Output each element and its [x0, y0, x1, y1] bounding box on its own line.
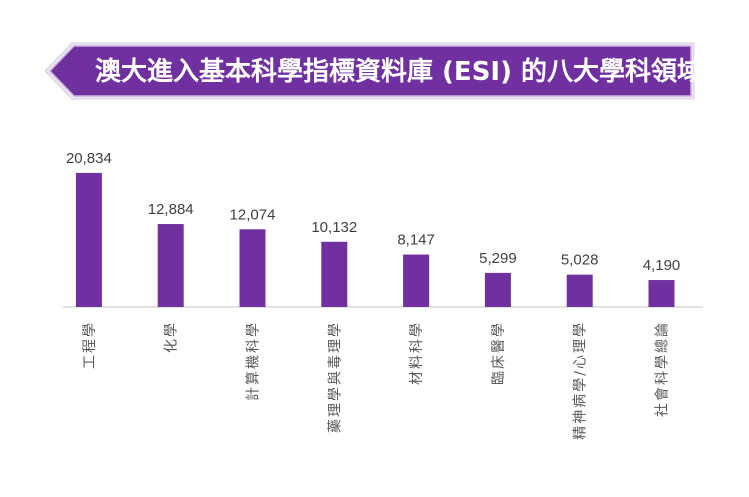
data-label: 8,147: [397, 232, 435, 249]
category-label: 精神病學/心理學: [573, 321, 589, 440]
banner-arrow-shape: [48, 45, 692, 97]
bar: [157, 224, 184, 307]
bar: [566, 274, 593, 307]
bar: [484, 272, 511, 307]
category-label: 化學: [164, 321, 180, 353]
data-label: 10,132: [311, 219, 357, 236]
category-label: 工程學: [82, 321, 98, 369]
category-label: 臨床醫學: [491, 321, 507, 385]
bar: [321, 241, 348, 307]
data-label: 12,074: [230, 206, 276, 223]
bar: [648, 280, 675, 307]
bar: [75, 172, 102, 307]
chart-title: 澳大進入基本科學指標資料庫 (ESI) 的八大學科領域: [95, 57, 704, 87]
data-label: 12,884: [148, 201, 194, 218]
title-banner: [44, 42, 695, 100]
data-label: 20,834: [66, 150, 112, 167]
data-label: 5,028: [561, 252, 599, 269]
bar: [403, 254, 430, 307]
data-label: 5,299: [479, 250, 517, 267]
category-label: 社會科學總論: [654, 321, 671, 417]
bar: [239, 229, 266, 307]
bars-group: 20,834 工程學 12,884 化學 12,074 計算機科學 10,132 藥理學與毒理…: [66, 150, 680, 440]
category-label: 計算機科學: [246, 321, 262, 401]
data-label: 4,190: [643, 257, 681, 274]
category-label: 藥理學與毒理學: [327, 321, 343, 433]
category-label: 材料科學: [409, 321, 425, 385]
